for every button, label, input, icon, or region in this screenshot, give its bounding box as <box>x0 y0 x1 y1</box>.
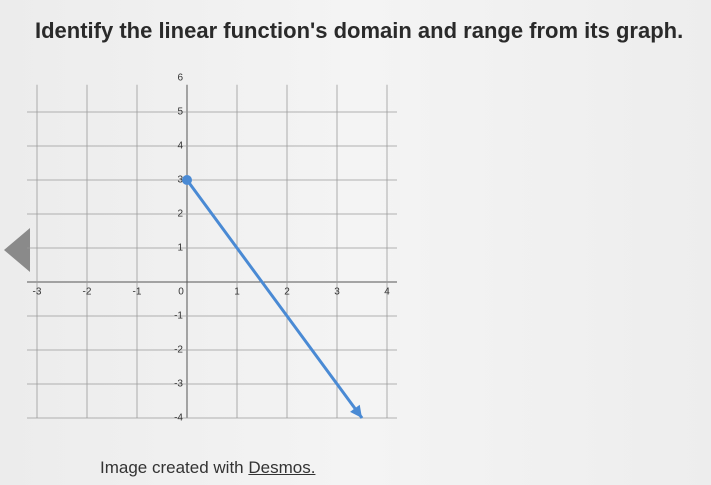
start-point <box>182 175 192 185</box>
y-tick-label: 1 <box>177 243 183 254</box>
x-tick-label: -1 <box>133 287 142 298</box>
x-tick-label: -3 <box>33 287 42 298</box>
y-tick-label: 4 <box>177 141 183 152</box>
caption-link[interactable]: Desmos. <box>248 458 316 477</box>
function-line <box>185 179 364 419</box>
chart: -3 -2 -1 0 1 2 3 4 -4 -3 -2 -1 1 2 3 4 5 6 <box>4 73 397 424</box>
caption-text: Image created with <box>100 458 244 477</box>
x-tick-label: 4 <box>384 287 390 298</box>
y-tick-label: 2 <box>177 209 183 220</box>
question: Identify the linear function's domain an… <box>35 18 684 43</box>
y-tick-label: -3 <box>174 379 183 390</box>
y-tick-label: -2 <box>174 345 183 356</box>
caption: Image created with Desmos. <box>100 458 315 478</box>
x-tick-label: 3 <box>334 287 340 298</box>
x-tick-label: 0 <box>178 287 184 298</box>
y-tick-label: -4 <box>174 413 183 424</box>
y-tick-label: 3 <box>177 175 183 186</box>
x-tick-label: 1 <box>234 287 240 298</box>
x-tick-label: 2 <box>284 287 290 298</box>
y-tick-label: 5 <box>177 107 183 118</box>
x-tick-label: -2 <box>83 287 92 298</box>
y-tick-label: -1 <box>174 311 183 322</box>
nav-arrow[interactable] <box>4 228 30 272</box>
y-tick-label: 6 <box>177 73 183 84</box>
end-arrow <box>350 404 362 418</box>
